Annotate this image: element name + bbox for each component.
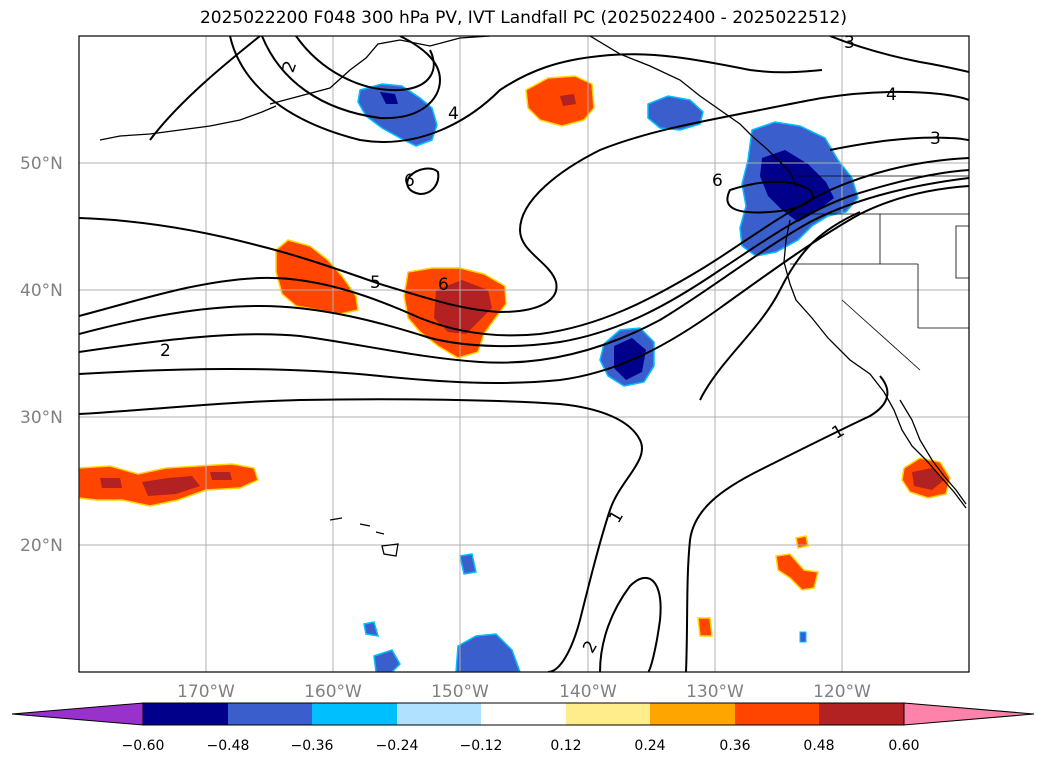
contour-line	[79, 97, 823, 314]
lon-label-130w: 130°W	[686, 682, 744, 702]
colorbar: −0.60 −0.48 −0.36 −0.24 −0.12 0.12 0.24 …	[11, 702, 1035, 754]
state-borders	[790, 175, 969, 371]
colorbar-tick-label: 0.36	[719, 738, 750, 754]
lon-label-170w: 170°W	[177, 682, 235, 702]
contour-line	[685, 375, 889, 672]
longitude-axis: 170°W 160°W 150°W 140°W 130°W 120°W	[177, 682, 871, 702]
colorbar-extend-high	[903, 702, 1035, 726]
alaska-coastline	[269, 36, 491, 105]
colorbar-tick-label: −0.36	[291, 738, 334, 754]
colorbar-segment	[481, 703, 566, 725]
negative-anomaly-region	[363, 621, 380, 637]
positive-anomaly-region	[275, 239, 359, 315]
negative-anomaly-core	[760, 150, 834, 222]
colorbar-frame	[142, 702, 905, 726]
negative-anomaly-region	[455, 633, 521, 672]
colorbar-segment	[397, 703, 481, 725]
contour-line	[829, 36, 969, 73]
baja-coastline	[899, 399, 967, 505]
positive-anomaly-core	[100, 478, 122, 488]
contour-label: 6	[404, 171, 415, 191]
contour-line	[406, 167, 440, 196]
colorbar-segment	[143, 703, 228, 725]
negative-anomaly-core	[614, 338, 646, 380]
contour-label: 4	[886, 85, 897, 105]
contour-label: 2	[160, 341, 171, 361]
positive-anomaly-region	[525, 75, 595, 127]
colorbar-segment	[735, 703, 819, 725]
positive-anomaly-region	[775, 553, 819, 591]
colorbar-tick-label: 0.60	[888, 738, 919, 754]
lon-label-150w: 150°W	[431, 682, 489, 702]
contour-line	[149, 36, 261, 141]
lat-label-20n: 20°N	[20, 536, 63, 556]
contour-label: 6	[438, 275, 449, 295]
lat-label-50n: 50°N	[20, 154, 63, 174]
contour-line	[79, 169, 969, 348]
se-alaska-coastline	[589, 36, 753, 137]
colorbar-segment	[566, 703, 650, 725]
hawaii-islands	[329, 517, 399, 557]
positive-anomaly-region	[795, 535, 809, 549]
contour-line	[726, 180, 814, 214]
negative-anomaly-region	[799, 631, 807, 643]
lon-label-140w: 140°W	[559, 682, 617, 702]
negative-anomaly-region	[647, 95, 704, 131]
colorbar-tick-label: −0.48	[207, 738, 250, 754]
lat-label-30n: 30°N	[20, 408, 63, 428]
map-title: 2025022200 F048 300 hPa PV, IVT Landfall…	[199, 8, 847, 28]
positive-anomaly-core	[210, 472, 232, 480]
colorbar-extend-low	[11, 702, 144, 726]
contour-label: 6	[712, 171, 723, 191]
colorbar-tick-label: 0.12	[550, 738, 581, 754]
lon-label-120w: 120°W	[813, 682, 871, 702]
aleutian-islands	[99, 105, 277, 141]
contour-line	[79, 177, 969, 364]
contour-line	[699, 211, 861, 401]
positive-anomaly-region	[697, 617, 713, 637]
contour-line	[79, 398, 643, 672]
contour-line	[79, 157, 969, 337]
contour-line	[295, 36, 435, 92]
negative-anomaly-region	[373, 649, 401, 672]
contour-label: 3	[930, 129, 941, 149]
contour-line	[261, 36, 442, 120]
colorbar-segment	[228, 703, 312, 725]
colorbar-segment	[819, 703, 904, 725]
negative-anomaly-core	[380, 92, 398, 104]
negative-anomaly-region	[459, 553, 477, 575]
colorbar-tick-label: 0.24	[634, 738, 665, 754]
contour-line	[829, 136, 969, 151]
contour-line	[79, 185, 969, 384]
contour-line	[599, 576, 662, 672]
positive-anomaly-core	[560, 94, 576, 106]
map-frame	[78, 35, 970, 673]
lon-label-160w: 160°W	[304, 682, 362, 702]
bc-coastline	[751, 135, 797, 187]
pv-contours	[79, 36, 969, 672]
contour-line	[229, 36, 823, 143]
lat-label-40n: 40°N	[20, 281, 63, 301]
latitude-axis: 50°N 40°N 30°N 20°N	[20, 154, 63, 556]
positive-anomaly-core	[912, 468, 944, 490]
map-area	[79, 36, 969, 672]
colorbar-segment	[650, 703, 735, 725]
colorbar-tick-label: 0.48	[803, 738, 834, 754]
contour-label: 4	[448, 104, 459, 124]
contour-label: 5	[370, 273, 381, 293]
colorbar-segment	[312, 703, 397, 725]
anomaly-shading	[79, 75, 951, 672]
contour-label: 3	[844, 33, 855, 53]
contour-line	[821, 90, 969, 101]
colorbar-tick-label: −0.60	[122, 738, 165, 754]
positive-anomaly-core	[142, 476, 200, 496]
colorbar-tick-label: −0.24	[376, 738, 419, 754]
colorbar-tick-label: −0.12	[460, 738, 503, 754]
gridlines	[79, 36, 969, 672]
